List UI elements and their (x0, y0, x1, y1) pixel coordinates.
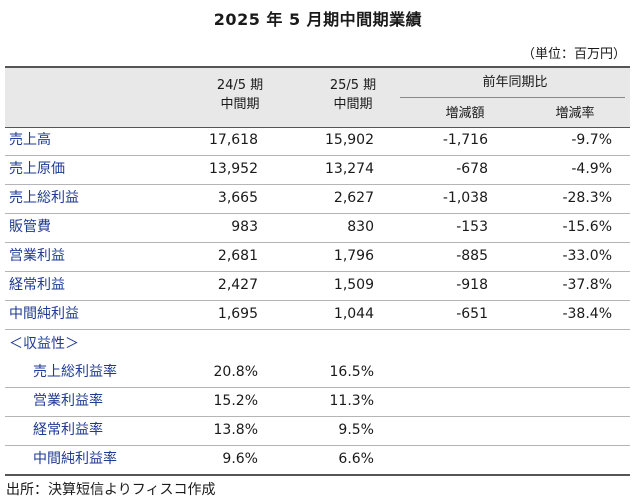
source-note: 出所：決算短信よりフィスコ作成 (6, 482, 216, 498)
ratio-prev: 9.6% (222, 451, 258, 467)
header-curr-line2: 中間期 (333, 97, 373, 112)
row-diff: -651 (456, 306, 488, 322)
row-label: 中間純利益 (9, 306, 79, 322)
row-curr: 15,902 (325, 132, 374, 148)
row-prev: 983 (231, 219, 258, 235)
row-diff: -885 (456, 248, 488, 264)
ratio-curr: 9.5% (338, 422, 374, 438)
ratio-prev: 15.2% (213, 393, 258, 409)
table-row: 販管費 983 830 -153 -15.6% (5, 213, 630, 243)
row-prev: 2,427 (217, 277, 258, 293)
row-diff: -678 (456, 161, 488, 177)
header-diff: 増減額 (445, 106, 485, 121)
row-rate: -33.0% (562, 248, 612, 264)
header-curr-period: 25/5 期 中間期 (303, 76, 403, 114)
ratio-prev: 20.8% (213, 364, 258, 380)
row-rate: -28.3% (562, 190, 612, 206)
ratio-prev: 13.8% (213, 422, 258, 438)
row-rate: -37.8% (562, 277, 612, 293)
header-prev-line1: 24/5 期 (216, 78, 264, 93)
row-label: 売上高 (9, 132, 51, 148)
profitability-row: 中間純利益率 9.6% 6.6% (5, 445, 630, 476)
table-row: 中間純利益 1,695 1,044 -651 -38.4% (5, 300, 630, 330)
ratio-curr: 16.5% (329, 364, 374, 380)
row-curr: 1,509 (333, 277, 374, 293)
table-row: 売上原価 13,952 13,274 -678 -4.9% (5, 155, 630, 185)
row-label: 経常利益 (9, 277, 65, 293)
profitability-row: 経常利益率 13.8% 9.5% (5, 416, 630, 446)
ratio-curr: 6.6% (338, 451, 374, 467)
table-title: 2025 年 5 月期中間期業績 (213, 10, 423, 29)
ratio-label: 中間純利益率 (33, 451, 117, 467)
row-rate: -9.7% (571, 132, 612, 148)
row-prev: 1,695 (217, 306, 258, 322)
profitability-row: 売上総利益率 20.8% 16.5% (5, 358, 630, 388)
row-prev: 13,952 (209, 161, 258, 177)
header-rate: 増減率 (555, 106, 595, 121)
ratio-curr: 11.3% (329, 393, 374, 409)
table-row: 売上高 17,618 15,902 -1,716 -9.7% (5, 126, 630, 156)
ratio-label: 営業利益率 (33, 393, 103, 409)
row-diff: -1,038 (442, 190, 488, 206)
row-curr: 13,274 (325, 161, 374, 177)
header-prev-line2: 中間期 (220, 97, 260, 112)
unit-note: （単位：百万円） (521, 47, 626, 62)
row-rate: -15.6% (562, 219, 612, 235)
table-row: 売上総利益 3,665 2,627 -1,038 -28.3% (5, 184, 630, 214)
header-divider (400, 97, 625, 98)
row-curr: 1,044 (333, 306, 374, 322)
ratio-label: 経常利益率 (33, 422, 103, 438)
row-rate: -4.9% (571, 161, 612, 177)
header-prev-period: 24/5 期 中間期 (190, 76, 290, 114)
row-prev: 17,618 (209, 132, 258, 148)
profitability-row: 営業利益率 15.2% 11.3% (5, 387, 630, 417)
row-diff: -1,716 (442, 132, 488, 148)
table-row: 経常利益 2,427 1,509 -918 -37.8% (5, 271, 630, 301)
row-label: 営業利益 (9, 248, 65, 264)
row-label: 売上総利益 (9, 190, 79, 206)
table-header: 24/5 期 中間期 25/5 期 中間期 前年同期比 増減額 増減率 (5, 66, 630, 128)
row-curr: 1,796 (333, 248, 374, 264)
table-row: 営業利益 2,681 1,796 -885 -33.0% (5, 242, 630, 272)
ratio-label: 売上総利益率 (33, 364, 117, 380)
row-curr: 830 (347, 219, 374, 235)
profitability-heading: ＜収益性＞ (9, 336, 79, 352)
header-yoy-group: 前年同期比 (482, 75, 548, 90)
row-label: 売上原価 (9, 161, 65, 177)
row-curr: 2,627 (333, 190, 374, 206)
header-curr-line1: 25/5 期 (329, 78, 377, 93)
row-prev: 3,665 (217, 190, 258, 206)
row-diff: -153 (456, 219, 488, 235)
row-label: 販管費 (9, 219, 51, 235)
row-prev: 2,681 (217, 248, 258, 264)
row-rate: -38.4% (562, 306, 612, 322)
row-diff: -918 (456, 277, 488, 293)
